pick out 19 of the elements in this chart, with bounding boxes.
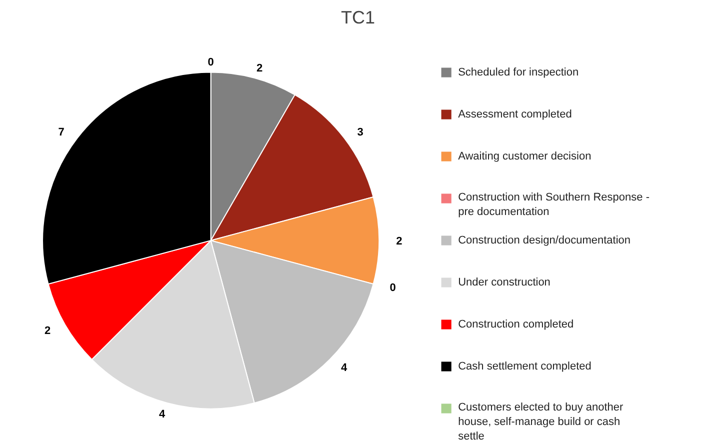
text: 0 bbox=[390, 282, 396, 294]
legend-label: Construction with Southern Response - pre documentation bbox=[458, 192, 650, 218]
data-label: 4 bbox=[340, 362, 348, 374]
legend-label: Under construction bbox=[458, 276, 550, 288]
legend-label: Assessment completed bbox=[458, 108, 572, 120]
data-label: 2 bbox=[396, 236, 402, 248]
data-label: 2 bbox=[256, 62, 263, 74]
legend-label: Scheduled for inspection bbox=[458, 66, 579, 78]
legend-label: Cash settlement completed bbox=[458, 360, 592, 372]
legend-label: Construction completed bbox=[458, 318, 574, 330]
data-label: 3 bbox=[357, 126, 364, 138]
chart-title: TC1 bbox=[341, 8, 376, 28]
legend-label: Awaiting customer decision bbox=[458, 150, 592, 162]
legend-label: Construction design/documentation bbox=[458, 234, 631, 246]
data-label: 7 bbox=[58, 126, 64, 138]
data-label: 2 bbox=[44, 325, 51, 338]
data-label: 4 bbox=[158, 408, 166, 421]
text: 0 bbox=[208, 56, 214, 68]
legend-label: Customers elected to buy another house, self-manage build or cash settle bbox=[458, 402, 624, 440]
